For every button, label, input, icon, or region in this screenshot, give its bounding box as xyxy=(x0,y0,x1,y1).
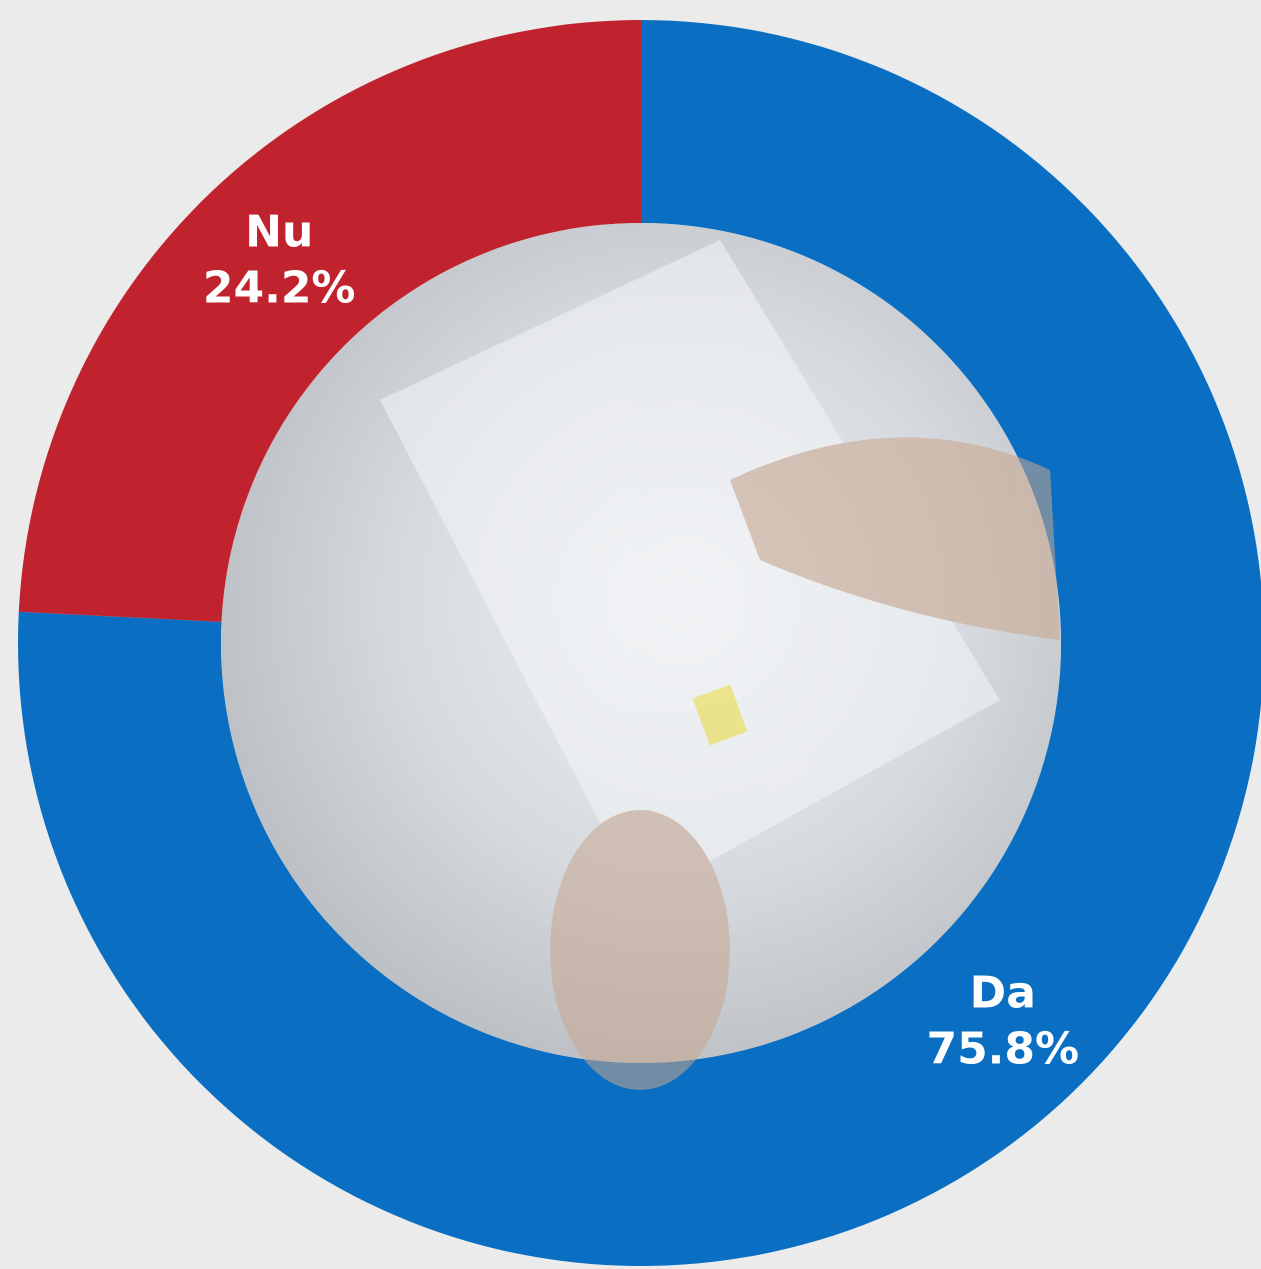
slice-label: Da xyxy=(970,967,1036,1018)
slice-label: Nu xyxy=(245,207,313,258)
page: Da75.8%Nu24.2% (() => { const data = JSO… xyxy=(0,0,1261,1269)
value-label: 24.2% xyxy=(203,263,356,314)
value-label: 75.8% xyxy=(926,1023,1079,1074)
chart: Da75.8% Nu24.2% xyxy=(0,0,1261,1269)
thumb xyxy=(550,810,730,1090)
